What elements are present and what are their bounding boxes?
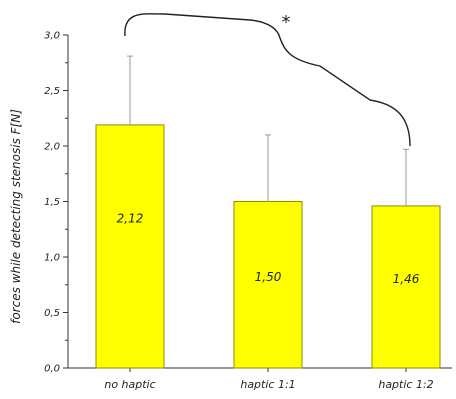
y-tick-label: 2,5 <box>44 86 60 97</box>
bar-haptic-1-2 <box>371 205 441 369</box>
axes: 0,0 0,5 1,0 1,5 2,0 2,5 3,0 forces while detect… <box>9 31 452 391</box>
bar-haptic-1-1 <box>233 201 303 369</box>
bar-no-haptic <box>95 124 165 369</box>
x-tick-label: haptic 1:2 <box>378 378 433 391</box>
x-tick-label: haptic 1:1 <box>240 378 295 391</box>
y-tick-label: 3,0 <box>44 31 60 42</box>
y-tick-label: 1,0 <box>44 253 60 264</box>
y-tick-label: 0,0 <box>44 364 60 375</box>
x-tick-label: no haptic <box>104 378 155 391</box>
significance-brace <box>124 13 411 147</box>
y-tick-label: 1,5 <box>44 197 60 208</box>
data-label: 2,12 <box>117 211 144 225</box>
y-tick-label: 0,5 <box>44 308 60 319</box>
y-axis-title: forces while detecting stenosis F[N] <box>9 109 23 324</box>
labels: 2,12 1,50 1,46 <box>117 211 420 286</box>
data-label: 1,50 <box>255 270 282 284</box>
bars <box>95 55 441 369</box>
significance-annotation: * <box>124 12 411 147</box>
data-label: 1,46 <box>393 272 420 286</box>
significance-marker: * <box>282 12 291 33</box>
y-tick-label: 2,0 <box>44 142 60 153</box>
